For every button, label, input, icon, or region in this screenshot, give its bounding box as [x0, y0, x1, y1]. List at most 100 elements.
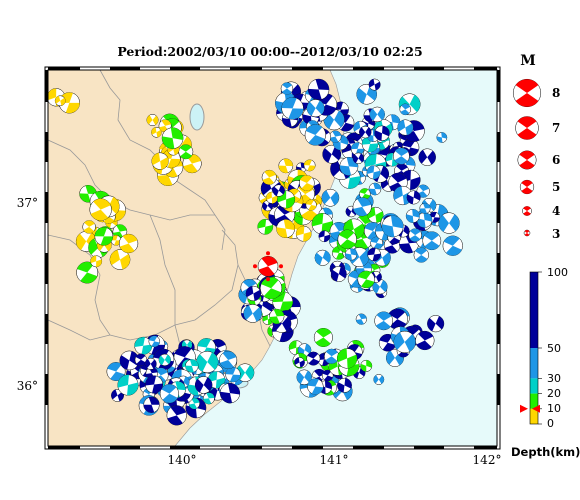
- earthquake-mechanism: [406, 190, 421, 205]
- earthquake-mechanism: [257, 218, 274, 235]
- earthquake-mechanism: [318, 230, 331, 243]
- earthquake-mechanism: [314, 249, 331, 266]
- earthquake-mechanism: [307, 78, 330, 101]
- earthquake-mechanism: [336, 348, 358, 369]
- depth-label-100: 100: [547, 266, 568, 279]
- colorbar-band: [530, 378, 538, 394]
- depth-colorbar-title: Depth(km): [511, 445, 580, 459]
- earthquake-mechanism: [76, 261, 99, 284]
- earthquake-mechanism: [185, 359, 199, 373]
- earthquake-mechanism: [393, 147, 410, 165]
- earthquake-mechanism: [196, 351, 219, 374]
- earthquake-mechanism: [442, 235, 463, 256]
- earthquake-mechanism: [357, 270, 375, 289]
- magnitude-ball-4: [522, 206, 532, 216]
- earthquake-mechanism: [321, 369, 334, 382]
- frame-bar: [292, 446, 323, 449]
- frame-bar: [474, 446, 497, 449]
- earthquake-mechanism: [166, 405, 187, 426]
- frame-bar: [497, 132, 500, 162]
- earthquake-mechanism: [54, 95, 66, 107]
- frame-bar: [45, 374, 48, 405]
- earthquake-mechanism: [281, 97, 304, 120]
- frame-bar: [45, 253, 48, 284]
- earthquake-mechanism: [260, 277, 283, 300]
- mag-label-5: 5: [552, 180, 561, 194]
- inawashiro-lake: [189, 103, 205, 131]
- earthquake-mechanism: [306, 351, 321, 366]
- earthquake-mechanism: [280, 82, 294, 95]
- depth-label-30: 30: [547, 372, 561, 385]
- magnitude-ball-7: [515, 116, 539, 140]
- earthquake-mechanism: [360, 359, 373, 372]
- earthquake-mechanism: [296, 369, 312, 385]
- earthquake-mechanism: [350, 142, 365, 156]
- magnitude-ball-6: [517, 150, 537, 170]
- earthquake-mechanism: [161, 127, 184, 149]
- magnitude-ball-8: [512, 78, 542, 108]
- lat-label-36: 36°: [16, 379, 38, 393]
- highlight-marker: [253, 264, 258, 269]
- earthquake-mechanism: [366, 165, 381, 180]
- earthquake-mechanism: [245, 285, 262, 302]
- earthquake-mechanism: [355, 313, 367, 325]
- earthquake-mechanism: [329, 130, 342, 143]
- frame-bar: [48, 67, 80, 70]
- magnitude-legend-title: M: [520, 53, 536, 69]
- earthquake-mechanism: [194, 376, 213, 394]
- mag-label-8: 8: [552, 86, 561, 100]
- earthquake-mechanism: [415, 330, 435, 351]
- earthquake-mechanism: [344, 248, 358, 261]
- mag-label-6: 6: [552, 153, 561, 167]
- earthquake-mechanism: [368, 78, 381, 91]
- earthquake-mechanism: [178, 144, 194, 160]
- earthquake-mechanism: [368, 182, 382, 196]
- earthquake-mechanism: [352, 152, 365, 165]
- earthquake-mechanism: [313, 328, 333, 347]
- earthquake-mechanism: [359, 125, 372, 139]
- earthquake-mechanisms: [48, 78, 463, 426]
- earthquake-mechanism: [416, 212, 433, 228]
- earthquake-mechanism: [370, 236, 384, 250]
- highlight-marker: [266, 251, 271, 256]
- highlighted-earthquake: [253, 251, 284, 282]
- earthquake-mechanism: [82, 220, 96, 234]
- earthquake-mechanism: [422, 231, 442, 251]
- earthquake-mechanism: [307, 378, 324, 395]
- earthquake-mechanism: [337, 377, 352, 393]
- earthquake-mechanism: [324, 348, 340, 364]
- frame-bar: [45, 314, 48, 344]
- earthquake-mechanism: [329, 221, 349, 241]
- earthquake-mechanism: [436, 132, 448, 143]
- earthquake-mechanism: [381, 215, 404, 238]
- earthquake-mechanism: [405, 208, 420, 223]
- earthquake-mechanism: [399, 103, 412, 116]
- highlighted-mechanism: [257, 256, 279, 277]
- frame-bar: [292, 67, 323, 70]
- earthquake-mechanism: [151, 126, 162, 138]
- frame-bar: [230, 446, 262, 449]
- earthquake-mechanism: [352, 197, 372, 217]
- map-border: [44, 66, 501, 450]
- lat-label-37: 37°: [16, 196, 38, 210]
- mag-label-4: 4: [552, 204, 561, 218]
- earthquake-mechanism: [146, 114, 159, 126]
- colorbar-band: [530, 348, 538, 379]
- colorbar-band: [530, 408, 538, 424]
- frame-bar: [497, 192, 500, 223]
- earthquake-mechanism: [145, 375, 164, 394]
- earthquake-mechanism: [408, 228, 422, 242]
- earthquake-mechanism: [294, 357, 305, 368]
- earthquake-mechanism: [225, 366, 241, 383]
- earthquake-mechanism: [219, 383, 241, 404]
- earthquake-mechanism: [143, 396, 160, 413]
- frame-bar: [497, 70, 500, 102]
- earthquake-mechanism: [272, 184, 285, 197]
- frame-bar: [110, 446, 140, 449]
- earthquake-mechanism: [148, 335, 161, 348]
- frame-bar: [230, 67, 262, 70]
- earthquake-mechanism: [304, 124, 326, 146]
- colorbar-band: [530, 393, 538, 409]
- frame-bar: [45, 132, 48, 162]
